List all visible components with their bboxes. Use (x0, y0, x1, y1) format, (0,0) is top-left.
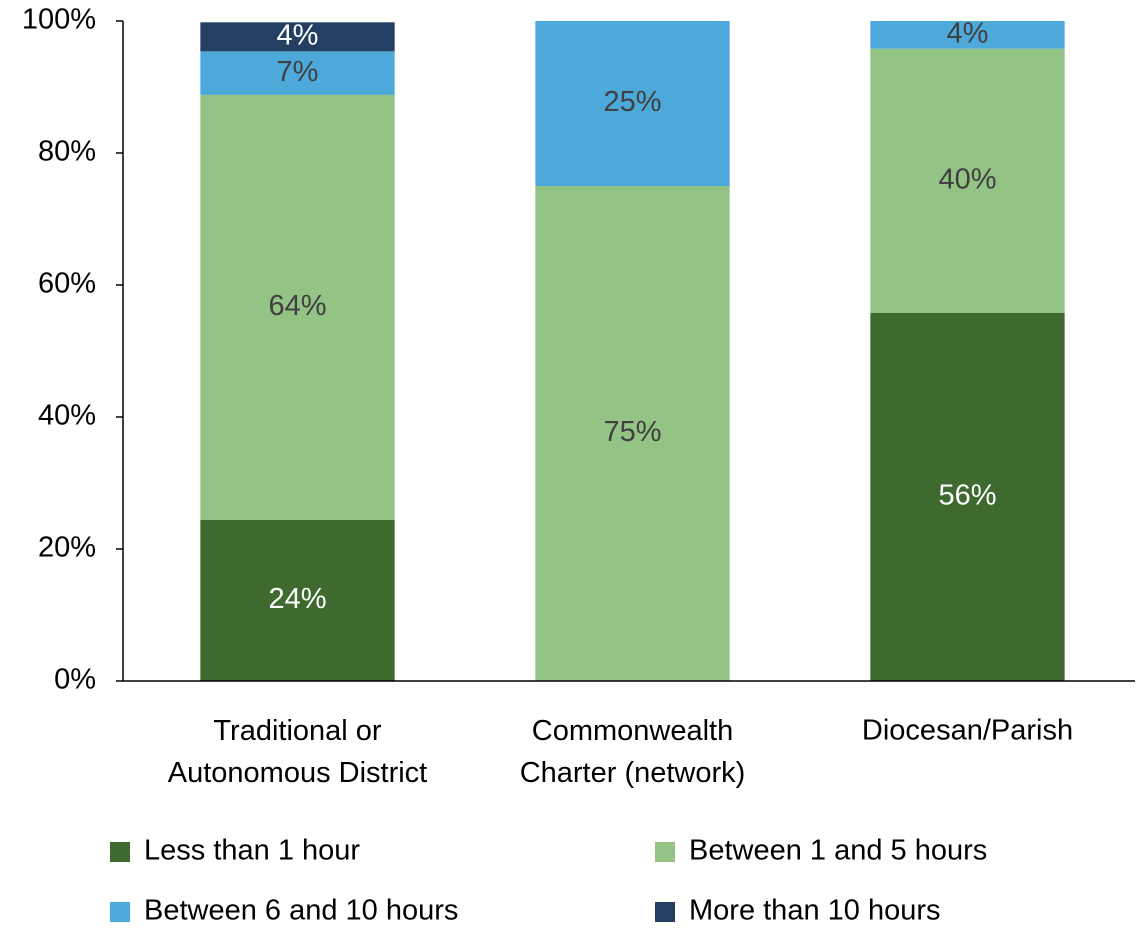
bar-segment (200, 94, 395, 520)
bar-segment (870, 312, 1065, 681)
y-tick-label: 100% (22, 4, 96, 36)
data-label: 7% (277, 56, 319, 88)
legend-label: Less than 1 hour (144, 835, 360, 867)
data-label: 4% (947, 18, 989, 50)
bar-segment (200, 519, 395, 681)
x-tick-label: Traditional or Autonomous District (168, 715, 428, 789)
y-tick-label: 80% (38, 136, 96, 168)
legend-label: Between 6 and 10 hours (144, 895, 458, 927)
data-label: 25% (603, 86, 661, 118)
bar-segment (535, 21, 730, 186)
data-label: 64% (268, 290, 326, 322)
legend-label: Between 1 and 5 hours (689, 835, 987, 867)
data-label: 75% (603, 416, 661, 448)
bar-segment (870, 48, 1065, 313)
y-tick-label: 60% (38, 268, 96, 300)
legend-swatch (655, 842, 675, 862)
x-tick-label: Commonwealth Charter (network) (520, 715, 746, 789)
y-tick-label: 20% (38, 532, 96, 564)
y-tick-label: 40% (38, 400, 96, 432)
legend-swatch (110, 902, 130, 922)
legend-swatch (655, 902, 675, 922)
data-label: 40% (938, 163, 996, 195)
bar-segment (200, 51, 395, 95)
legend-label: More than 10 hours (689, 895, 940, 927)
data-label: 24% (268, 583, 326, 615)
data-label: 4% (277, 19, 319, 51)
bar-segment (535, 186, 730, 681)
bar-segment (200, 22, 395, 52)
data-label: 56% (938, 480, 996, 512)
bar-segment (870, 21, 1065, 49)
x-tick-label: Diocesan/Parish (862, 715, 1073, 747)
legend-swatch (110, 842, 130, 862)
y-tick-label: 0% (54, 664, 96, 696)
